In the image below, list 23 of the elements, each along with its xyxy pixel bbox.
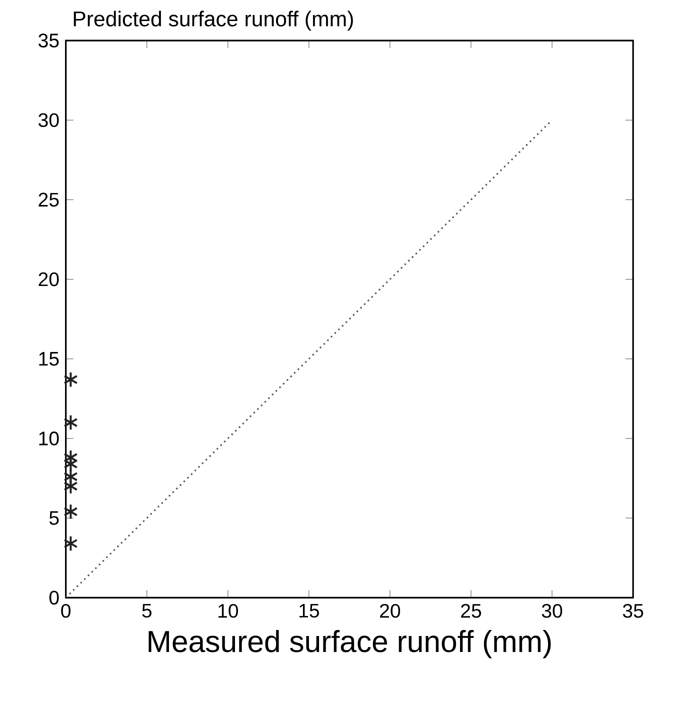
y-axis-title: Predicted surface runoff (mm) <box>74 10 354 31</box>
x-axis-title: Measured surface runoff (mm) <box>148 630 551 658</box>
x-tick-label: 0 <box>61 604 71 618</box>
point <box>64 535 78 552</box>
x-tick-label: 5 <box>142 604 152 618</box>
y-tick-label: 35 <box>38 34 59 48</box>
y-tick-label: 15 <box>39 352 59 366</box>
point <box>64 371 78 388</box>
y-tick-label: 20 <box>38 272 59 286</box>
x-tick-label: 35 <box>623 604 644 618</box>
point <box>64 504 78 520</box>
x-tick-label: 15 <box>300 604 320 618</box>
point <box>64 414 78 431</box>
x-tick-label: 20 <box>380 604 400 618</box>
point <box>64 478 78 494</box>
y-tick-label: 10 <box>39 432 59 446</box>
x-tick-label: 10 <box>218 604 238 618</box>
x-tick-label: 25 <box>461 604 482 618</box>
y-tick-label: 5 <box>50 511 59 525</box>
y-tick-label: 30 <box>38 113 59 128</box>
x-tick-label: 30 <box>542 604 562 618</box>
y-tick-label: 25 <box>38 192 59 207</box>
y-tick-label: 0 <box>50 590 59 605</box>
